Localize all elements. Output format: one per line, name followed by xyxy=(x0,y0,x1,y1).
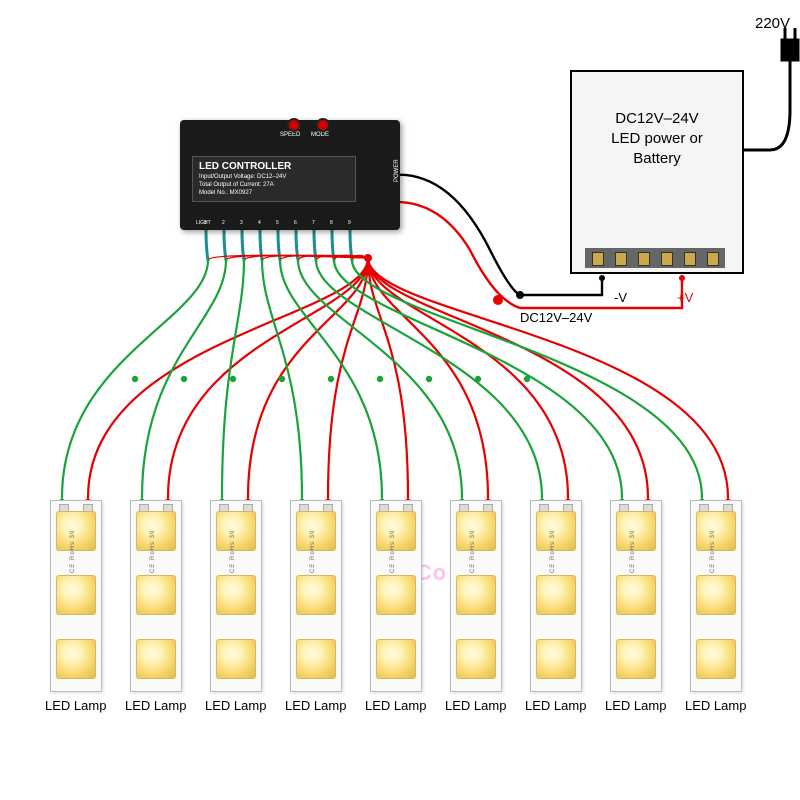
led-module: CE RoHs 30 xyxy=(370,500,422,692)
controller-title: LED CONTROLLER xyxy=(199,161,349,172)
led-module: CE RoHs 30 xyxy=(210,500,262,692)
psu-text-3: Battery xyxy=(572,150,742,167)
controller-spec-1: Input/Output Voltage: DC12–24V xyxy=(199,174,349,182)
psu-terminal xyxy=(615,252,627,266)
dc-range-label: DC12V–24V xyxy=(520,310,592,325)
power-side-label: POWER xyxy=(394,159,400,182)
led-lamp-label: LED Lamp xyxy=(45,698,106,713)
led-module: CE RoHs 30 xyxy=(50,500,102,692)
out-port-label: 3 xyxy=(240,220,243,226)
led-module: CE RoHs 30 xyxy=(290,500,342,692)
controller-spec-3: Model No.: MX0927 xyxy=(199,190,349,198)
out-port-label: 6 xyxy=(294,220,297,226)
psu-terminal xyxy=(661,252,673,266)
led-lamp-label: LED Lamp xyxy=(125,698,186,713)
ac-voltage-label: 220V xyxy=(755,15,790,32)
psu-terminal-strip xyxy=(585,248,725,268)
mode-label: MODE xyxy=(311,132,329,138)
led-module: CE RoHs 30 xyxy=(130,500,182,692)
led-lamp-label: LED Lamp xyxy=(365,698,426,713)
led-lamp-label: LED Lamp xyxy=(445,698,506,713)
pos-v-label: +V xyxy=(677,290,693,305)
psu-text-2: LED power or xyxy=(572,130,742,147)
out-port-label: 9 xyxy=(348,220,351,226)
led-lamp-label: LED Lamp xyxy=(205,698,266,713)
led-lamp-label: LED Lamp xyxy=(525,698,586,713)
psu-terminal xyxy=(707,252,719,266)
speed-button[interactable] xyxy=(287,118,301,132)
psu-terminal xyxy=(638,252,650,266)
out-port-label: 2 xyxy=(222,220,225,226)
led-module: CE RoHs 30 xyxy=(450,500,502,692)
out-port-label: 1 xyxy=(204,220,207,226)
led-module: CE RoHs 30 xyxy=(610,500,662,692)
led-module: CE RoHs 30 xyxy=(690,500,742,692)
psu-terminal xyxy=(684,252,696,266)
led-lamp-label: LED Lamp xyxy=(285,698,346,713)
neg-v-label: -V xyxy=(614,290,627,305)
power-supply: DC12V–24V LED power or Battery xyxy=(570,70,744,274)
mode-button[interactable] xyxy=(316,118,330,132)
controller-label-panel: LED CONTROLLER Input/Output Voltage: DC1… xyxy=(192,156,356,202)
out-port-label: 4 xyxy=(258,220,261,226)
psu-text-1: DC12V–24V xyxy=(572,110,742,127)
out-port-label: 8 xyxy=(330,220,333,226)
led-module: CE RoHs 30 xyxy=(530,500,582,692)
psu-terminal xyxy=(592,252,604,266)
controller-spec-2: Total Output of Current: 27A xyxy=(199,182,349,190)
out-port-label: 5 xyxy=(276,220,279,226)
out-port-label: 7 xyxy=(312,220,315,226)
speed-label: SPEED xyxy=(280,132,300,138)
led-lamp-label: LED Lamp xyxy=(605,698,666,713)
led-lamp-label: LED Lamp xyxy=(685,698,746,713)
